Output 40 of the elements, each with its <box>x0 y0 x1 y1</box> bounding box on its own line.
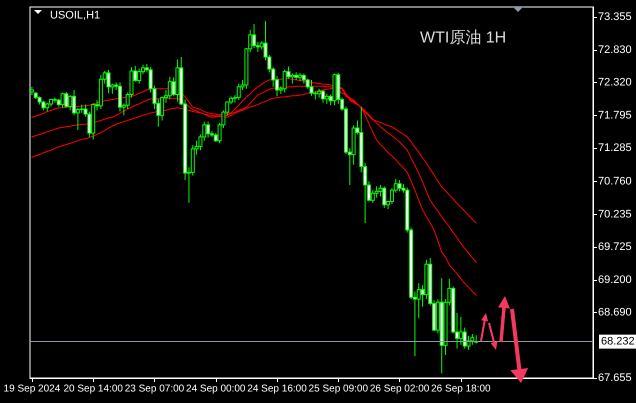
y-tick-label: 73.355 <box>598 10 632 23</box>
y-tick-label: 71.795 <box>598 110 632 122</box>
candlestick <box>236 83 241 101</box>
x-tick-label: 19 Sep 2024 <box>4 384 61 394</box>
y-tick-label: 71.285 <box>598 142 632 154</box>
y-tick-label: 69.725 <box>598 240 632 253</box>
candlestick <box>252 24 256 49</box>
candlestick <box>310 79 314 96</box>
y-tick-label: 70.235 <box>598 208 632 221</box>
y-tick-label: 69.200 <box>598 274 632 286</box>
candlestick <box>64 91 68 108</box>
x-tick-label: 20 Sep 14:00 <box>63 384 124 394</box>
x-tick-label: 24 Sep 16:00 <box>247 384 308 394</box>
x-tick-label: 23 Sep 07:00 <box>124 384 185 394</box>
candlestick <box>382 186 386 208</box>
candlestick <box>324 93 329 104</box>
candlestick <box>118 82 122 112</box>
candlestick <box>68 94 72 111</box>
y-tick-label: 72.320 <box>598 76 632 88</box>
candlestick <box>41 100 46 111</box>
x-tick-label: 24 Sep 00:00 <box>186 384 246 394</box>
candlestick <box>206 121 210 138</box>
candlestick <box>398 179 402 192</box>
candlestick <box>282 69 287 94</box>
candlestick <box>302 73 306 84</box>
chart-subtitle: USOIL,H1 <box>50 10 100 22</box>
y-tick-label: 68.690 <box>598 306 632 318</box>
candlestick <box>137 68 142 84</box>
ref-line-label: 68.232 <box>601 336 635 348</box>
x-tick-label: 26 Sep 18:00 <box>431 384 492 394</box>
y-tick-label: 70.760 <box>598 175 632 188</box>
x-tick-label: 26 Sep 02:00 <box>370 384 430 394</box>
candlestick <box>60 92 65 108</box>
candlestick <box>458 316 463 346</box>
y-tick-label: 72.830 <box>598 44 632 56</box>
x-tick-label: 25 Sep 09:00 <box>308 384 368 394</box>
candlestick <box>106 69 111 94</box>
candlestick <box>320 90 325 104</box>
text: WTI原油 1H <box>420 28 506 46</box>
y-tick-label: 67.655 <box>598 372 632 384</box>
